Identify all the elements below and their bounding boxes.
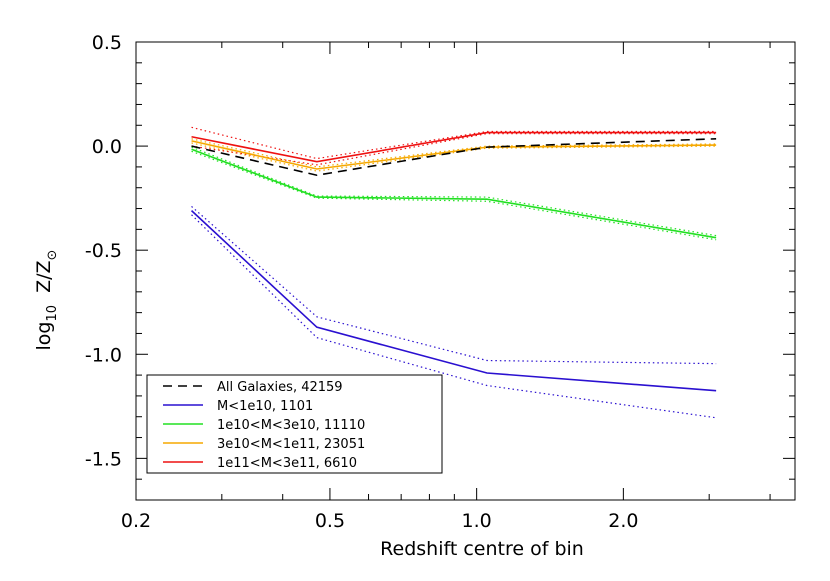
- y-axis-label-prefix: log: [33, 322, 55, 351]
- y-axis-label-text: log10 Z/Z⊙: [33, 250, 60, 351]
- series-3-lower-bound: [191, 142, 717, 172]
- y-tick-label: -1.0: [85, 344, 122, 366]
- series-0-line: [191, 138, 717, 177]
- y-tick-label: -1.5: [85, 448, 122, 470]
- x-tick-label: 0.2: [121, 510, 151, 532]
- x-axis-label: Redshift centre of bin: [380, 538, 584, 560]
- tick-labels: 0.2 0.5 1.0 2.0 0.5 0.0 -0.5 -1.0 -1.5: [85, 32, 639, 532]
- y-tick-label: -0.5: [85, 240, 122, 262]
- legend-label-4: 1e11<M<3e11, 6610: [217, 456, 357, 471]
- legend-label-3: 3e10<M<1e11, 23051: [217, 437, 365, 452]
- series-1-line: [190, 210, 717, 392]
- series-4-line: [191, 131, 717, 163]
- y-axis-label-main: Z/Z: [33, 260, 55, 305]
- series-2-line: [191, 148, 717, 239]
- y-axis-label-subscript: 10: [45, 305, 60, 322]
- y-tick-label: 0.5: [92, 32, 122, 54]
- legend: All Galaxies, 42159 M<1e10, 1101 1e10<M<3e…: [146, 374, 443, 474]
- x-tick-label: 0.5: [315, 510, 345, 532]
- y-tick-label: 0.0: [92, 136, 122, 158]
- legend-label-2: 1e10<M<3e10, 11110: [217, 418, 365, 433]
- series-3-upper-bound: [191, 138, 717, 168]
- series-1-upper-bound: [191, 206, 717, 365]
- x-tick-label: 1.0: [462, 510, 492, 532]
- plot-frame: [135, 41, 796, 501]
- series-2-upper-bound: [191, 146, 717, 237]
- y-axis-label: log10 Z/Z⊙: [33, 250, 60, 351]
- series-lines: [190, 126, 717, 419]
- x-tick-label: 2.0: [608, 510, 638, 532]
- legend-label-0: All Galaxies, 42159: [217, 380, 343, 395]
- legend-label-1: M<1e10, 1101: [217, 399, 313, 414]
- y-axis-label-sun-symbol: ⊙: [45, 250, 60, 261]
- series-3-line: [191, 140, 717, 170]
